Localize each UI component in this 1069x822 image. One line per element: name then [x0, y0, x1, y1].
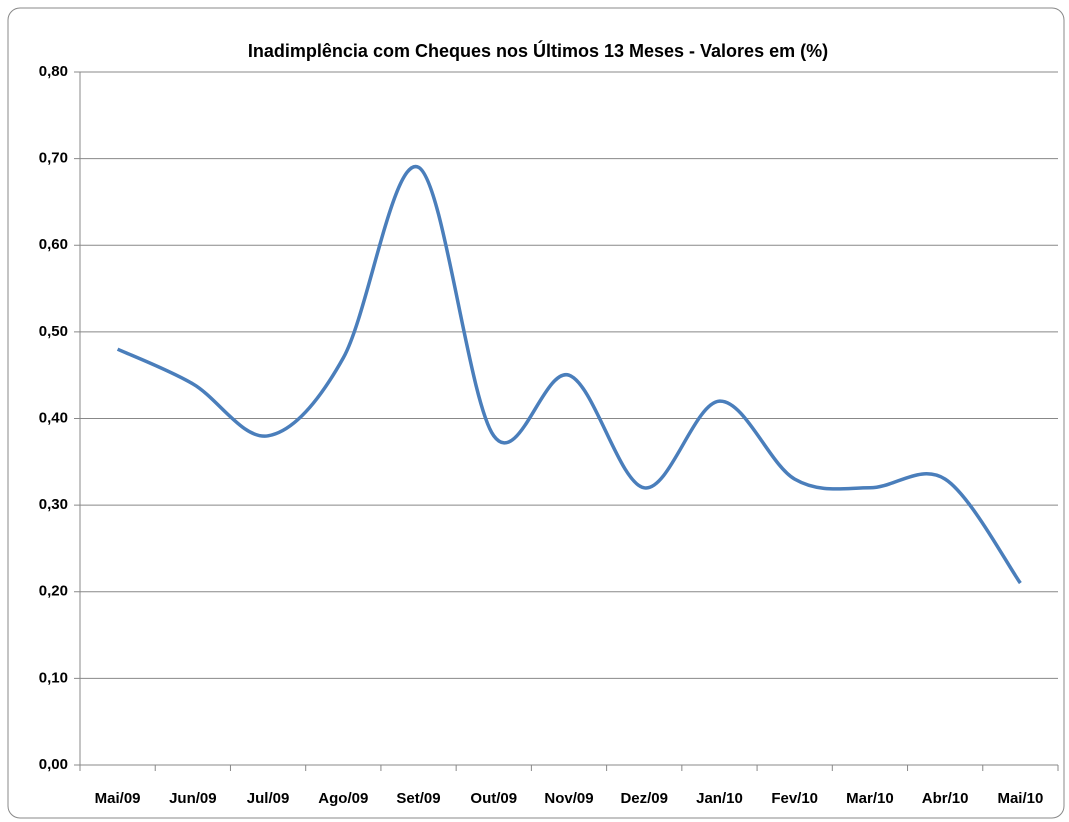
x-tick-label: Out/09	[470, 790, 517, 807]
chart-frame	[7, 7, 1065, 819]
y-tick-label: 0,10	[39, 669, 68, 686]
y-tick-label: 0,00	[39, 756, 68, 773]
x-tick-label: Mai/09	[95, 790, 141, 807]
line-series	[116, 165, 1022, 585]
y-tick-label: 0,80	[39, 63, 68, 80]
y-tick-label: 0,20	[39, 583, 68, 600]
y-tick-label: 0,70	[39, 150, 68, 167]
x-tick-label: Dez/09	[620, 790, 668, 807]
x-tick-label: Nov/09	[544, 790, 593, 807]
x-tick-label: Ago/09	[318, 790, 368, 807]
x-tick-label: Mar/10	[846, 790, 894, 807]
x-tick-label: Jun/09	[169, 790, 217, 807]
x-tick-label: Abr/10	[922, 790, 969, 807]
x-tick-label: Mai/10	[997, 790, 1043, 807]
x-tick-label: Set/09	[396, 790, 440, 807]
y-tick-label: 0,30	[39, 496, 68, 513]
x-tick-label: Jul/09	[247, 790, 290, 807]
chart-title: Inadimplência com Cheques nos Últimos 13…	[248, 40, 828, 61]
x-tick-label: Fev/10	[771, 790, 818, 807]
y-tick-label: 0,60	[39, 236, 68, 253]
y-tick-label: 0,40	[39, 409, 68, 426]
y-tick-label: 0,50	[39, 323, 68, 340]
x-tick-label: Jan/10	[696, 790, 743, 807]
